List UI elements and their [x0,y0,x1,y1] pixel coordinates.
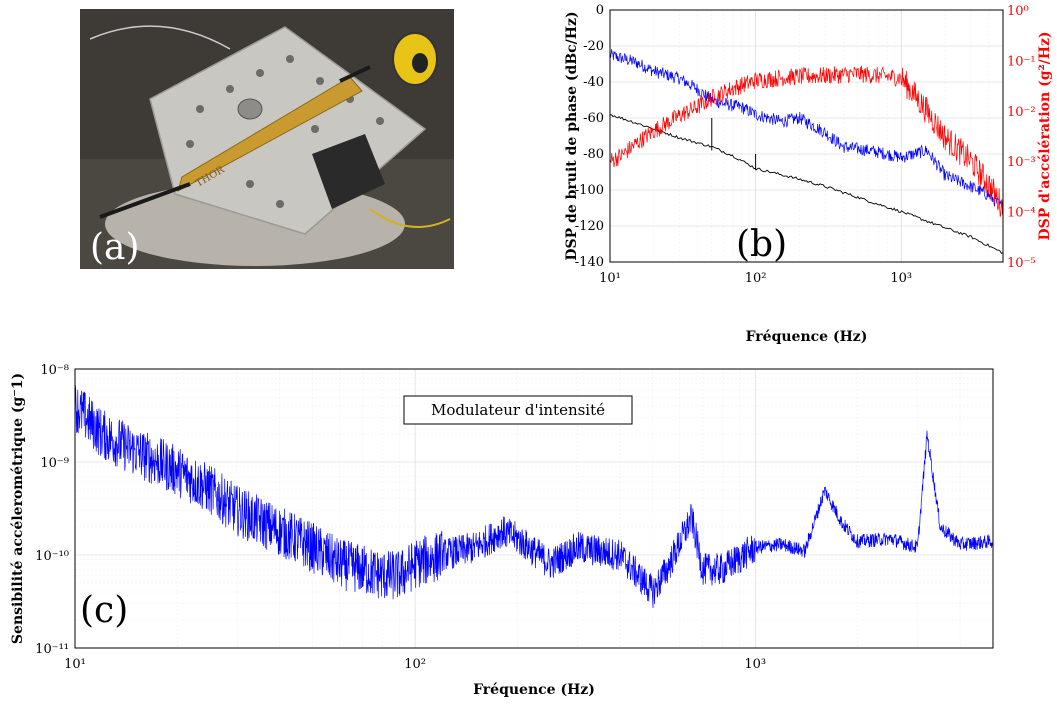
chart-b-ytick-right: 10⁻⁵ [1007,256,1036,271]
chart-b-ytick: -100 [575,183,604,198]
cable [89,25,231,50]
photo-drawing: THOR (a) [80,9,454,269]
chart-c-ytick: 10⁻¹¹ [35,642,69,657]
chart-c-grid [74,369,994,649]
chart-b-ylabel-right: DSP d'accélération (g²/Hz) [1037,31,1053,240]
ear-defender-cup [412,53,428,73]
chart-b-ytick: -80 [583,147,604,162]
chart-b-series-line [609,114,1004,254]
chart-b-ytick: -20 [583,39,604,54]
panel-label-a: (a) [90,227,140,268]
photo-panel-a: THOR (a) [80,9,454,269]
chart-c-series [74,385,994,609]
chart-c-xtick: 10² [404,657,426,672]
chart-b-ytick-right: 10⁻¹ [1007,54,1036,69]
chart-b-ytick: -120 [575,219,604,234]
chart-c-xlabel: Fréquence (Hz) [473,682,595,698]
chart-b-ylabel: DSP de bruit de phase (dBc/Hz) [564,11,580,260]
chart-b-ytick: -60 [583,111,604,126]
annotation-box [403,395,633,425]
chart-panel-b: 10¹ 10² 10³ 0 -20 -40 -60 -80 -100 -120 -140 10⁰ 10⁻… [558,0,1057,350]
chart-b-ytick: 0 [596,3,604,18]
panel-label-b: (b) [736,224,787,265]
black-box [312,134,385,209]
chart-c-xtick: 10¹ [64,657,86,672]
chart-b-series-line [609,65,1004,219]
chart-c-series-line [74,385,994,609]
fiber-left [99,182,191,219]
chart-c-ytick: 10⁻¹⁰ [35,549,69,564]
chart-c-ticks: 10¹ 10² 10³ 10⁻⁸ 10⁻⁹ 10⁻¹⁰ 10⁻¹¹ [35,363,766,672]
chart-b-series-line [609,49,1004,215]
chart-b-svg: 10¹ 10² 10³ 0 -20 -40 -60 -80 -100 -120 -140 10⁰ 10⁻… [564,3,1053,345]
chart-c-frame [74,368,994,649]
fiber-right [339,65,371,83]
modulator-mount [237,98,263,120]
chart-b-ytick-right: 10⁻² [1007,105,1036,120]
chart-b-ytick: -40 [583,75,604,90]
chart-b-frame [609,9,1004,263]
cable-yellow [369,208,451,228]
chart-c-ylabel: Sensibilité accélerométrique (g⁻1) [10,373,26,644]
chart-b-series [609,49,1004,254]
annotation-text: Modulateur d'intensité [431,401,605,419]
chart-c-xtick: 10³ [744,657,766,672]
chart-c-ytick: 10⁻⁹ [40,456,69,471]
chart-b-xlabel: Fréquence (Hz) [746,329,868,345]
panel-label-c: (c) [80,590,128,631]
chart-b-ytick: -140 [575,255,604,270]
chart-b-ytick-right: 10⁻³ [1007,155,1036,170]
chart-b-ytick-right: 10⁻⁴ [1007,206,1036,221]
chart-c-svg: 10¹ 10² 10³ 10⁻⁸ 10⁻⁹ 10⁻¹⁰ 10⁻¹¹ Modulateur d… [10,363,994,698]
chart-b-xtick: 10³ [890,271,912,286]
chart-panel-c: 10¹ 10² 10³ 10⁻⁸ 10⁻⁹ 10⁻¹⁰ 10⁻¹¹ Modulateur d… [0,350,1057,702]
chart-b-xtick: 10¹ [599,271,621,286]
chart-c-ytick: 10⁻⁸ [40,363,69,378]
chart-b-ytick-right: 10⁰ [1007,4,1029,19]
chart-b-ticks: 10¹ 10² 10³ 0 -20 -40 -60 -80 -100 -120 -140 10⁰ 10⁻… [575,3,1036,286]
chart-b-xtick: 10² [745,271,767,286]
